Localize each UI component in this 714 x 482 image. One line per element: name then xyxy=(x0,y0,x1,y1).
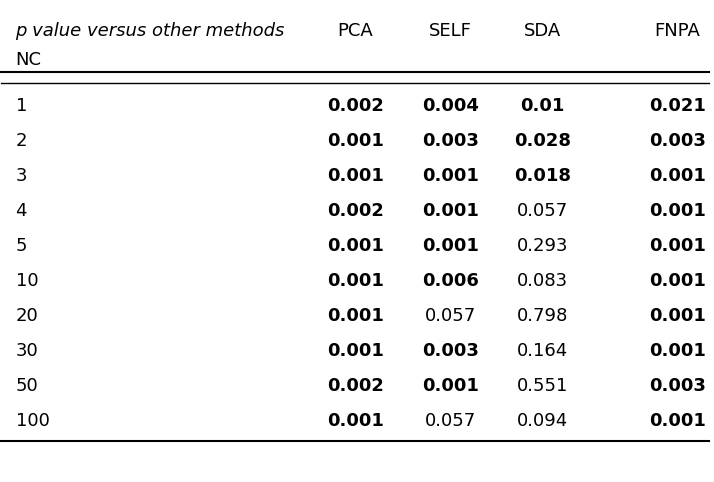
Text: 0.001: 0.001 xyxy=(649,202,705,220)
Text: 0.798: 0.798 xyxy=(517,307,568,325)
Text: 0.083: 0.083 xyxy=(517,272,568,290)
Text: 0.094: 0.094 xyxy=(517,412,568,430)
Text: 0.001: 0.001 xyxy=(327,272,383,290)
Text: 0.001: 0.001 xyxy=(649,237,705,255)
Text: 0.003: 0.003 xyxy=(649,132,705,150)
Text: 0.001: 0.001 xyxy=(423,202,479,220)
Text: PCA: PCA xyxy=(337,22,373,40)
Text: 0.003: 0.003 xyxy=(423,132,479,150)
Text: 4: 4 xyxy=(16,202,27,220)
Text: 3: 3 xyxy=(16,167,27,185)
Text: 0.003: 0.003 xyxy=(649,377,705,395)
Text: 0.002: 0.002 xyxy=(327,97,383,115)
Text: 0.002: 0.002 xyxy=(327,377,383,395)
Text: 30: 30 xyxy=(16,342,39,360)
Text: FNPA: FNPA xyxy=(654,22,700,40)
Text: 10: 10 xyxy=(16,272,38,290)
Text: 2: 2 xyxy=(16,132,27,150)
Text: 0.001: 0.001 xyxy=(327,237,383,255)
Text: 0.057: 0.057 xyxy=(517,202,568,220)
Text: 0.01: 0.01 xyxy=(521,97,565,115)
Text: 0.001: 0.001 xyxy=(327,132,383,150)
Text: 0.002: 0.002 xyxy=(327,202,383,220)
Text: 0.057: 0.057 xyxy=(425,412,476,430)
Text: 0.001: 0.001 xyxy=(327,342,383,360)
Text: 0.001: 0.001 xyxy=(423,377,479,395)
Text: 0.551: 0.551 xyxy=(517,377,568,395)
Text: 0.001: 0.001 xyxy=(327,307,383,325)
Text: 50: 50 xyxy=(16,377,39,395)
Text: SELF: SELF xyxy=(429,22,472,40)
Text: p value versus other methods: p value versus other methods xyxy=(16,22,285,40)
Text: 0.057: 0.057 xyxy=(425,307,476,325)
Text: SDA: SDA xyxy=(524,22,561,40)
Text: 0.164: 0.164 xyxy=(517,342,568,360)
Text: 5: 5 xyxy=(16,237,27,255)
Text: 0.006: 0.006 xyxy=(423,272,479,290)
Text: 0.001: 0.001 xyxy=(423,167,479,185)
Text: 0.001: 0.001 xyxy=(327,167,383,185)
Text: 0.003: 0.003 xyxy=(423,342,479,360)
Text: 100: 100 xyxy=(16,412,49,430)
Text: 0.001: 0.001 xyxy=(649,272,705,290)
Text: 20: 20 xyxy=(16,307,39,325)
Text: 0.001: 0.001 xyxy=(423,237,479,255)
Text: 0.001: 0.001 xyxy=(649,167,705,185)
Text: 0.293: 0.293 xyxy=(517,237,568,255)
Text: 0.018: 0.018 xyxy=(514,167,571,185)
Text: 0.004: 0.004 xyxy=(423,97,479,115)
Text: 0.001: 0.001 xyxy=(649,412,705,430)
Text: 0.001: 0.001 xyxy=(327,412,383,430)
Text: 0.001: 0.001 xyxy=(649,307,705,325)
Text: 0.021: 0.021 xyxy=(649,97,705,115)
Text: 0.028: 0.028 xyxy=(514,132,571,150)
Text: 0.001: 0.001 xyxy=(649,342,705,360)
Text: 1: 1 xyxy=(16,97,27,115)
Text: NC: NC xyxy=(16,51,41,69)
